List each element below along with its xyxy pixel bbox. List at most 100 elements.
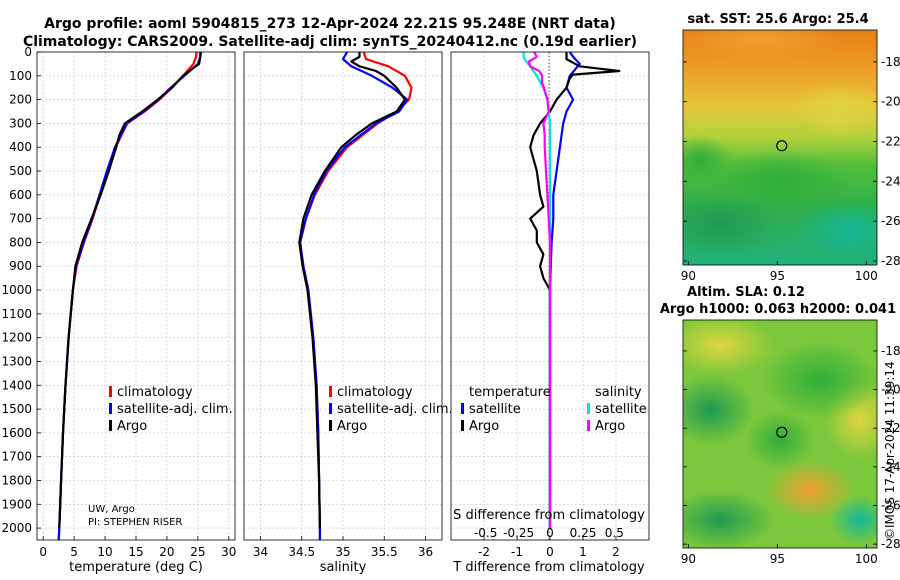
- salinity-panel: 34 34.5 35 35.5 36 salinity climatology sate…: [243, 51, 453, 575]
- x-tick-label: 34.5: [288, 545, 315, 559]
- y-tick-label: 1400: [1, 378, 32, 392]
- x-tick-label: 20: [159, 545, 174, 559]
- legend-swatch-t-satellite: [461, 403, 464, 414]
- x-tick-label: 0: [546, 545, 554, 559]
- y-tick-label: 1000: [1, 283, 32, 297]
- credit-line2: PI: STEPHEN RISER: [88, 517, 182, 528]
- legend-salinity-head: salinity: [595, 385, 642, 400]
- x-tick-label: 35: [335, 545, 350, 559]
- salinity-series-satellite-adj-clim: [299, 51, 409, 540]
- figure-title-line2: Climatology: CARS2009. Satellite-adj cli…: [23, 34, 637, 50]
- y-tick-label: 1100: [1, 307, 32, 321]
- x-tick-label: 1: [579, 545, 587, 559]
- map-y-tick-label: -28: [881, 537, 900, 551]
- imos-timestamp: ©IMOS 17-Apr-2024 11:39:14: [883, 361, 897, 540]
- y-tick-label: 1200: [1, 331, 32, 345]
- salinity-legend: climatology satellite-adj. clim. Argo: [329, 385, 453, 434]
- sla-field: [683, 320, 877, 548]
- y-tick-label: 1500: [1, 402, 32, 416]
- legend-sat-adj-label: satellite-adj. clim.: [337, 402, 453, 417]
- x-tick-label: 36: [418, 545, 433, 559]
- s-tick-label: -0.25: [503, 526, 534, 540]
- legend-swatch-sat-adj: [109, 403, 112, 414]
- y-tick-label: 1900: [1, 497, 32, 511]
- y-tick-label: 1300: [1, 354, 32, 368]
- y-tick-label: 800: [9, 235, 32, 249]
- difference-series-salinity-argo: [527, 51, 552, 529]
- x-tick-label: 25: [190, 545, 205, 559]
- credit-line1: UW, Argo: [88, 504, 135, 515]
- map-x-tick-label: 95: [770, 552, 785, 566]
- legend-temperature-head: temperature: [469, 385, 551, 400]
- map-x-tick-label: 90: [681, 269, 696, 283]
- legend-swatch-argo: [329, 420, 332, 431]
- argo-position-marker: [776, 426, 788, 438]
- y-tick-label: 500: [9, 164, 32, 178]
- y-tick-label: 900: [9, 259, 32, 273]
- y-tick-label: 600: [9, 188, 32, 202]
- x-tick-label: -2: [478, 545, 490, 559]
- map-y-tick-label: -28: [881, 254, 900, 268]
- legend-swatch-s-argo: [587, 420, 590, 431]
- y-tick-label: 700: [9, 212, 32, 226]
- y-tick-label: 0: [24, 45, 32, 59]
- map-x-tick-label: 90: [681, 552, 696, 566]
- figure-title-line1: Argo profile: aoml 5904815_273 12-Apr-20…: [44, 16, 616, 32]
- y-tick-label: 300: [9, 116, 32, 130]
- temperature-legend: climatology satellite-adj. clim. Argo: [109, 385, 233, 434]
- map-y-tick-label: -18: [881, 344, 900, 358]
- temperature-panel: 0100200300400500600700800900100011001200…: [1, 45, 236, 575]
- argo-position-marker: [776, 140, 788, 152]
- sla-map-title: Altim. SLA: 0.12: [687, 285, 805, 300]
- legend-s-satellite-label: satellite: [595, 402, 647, 417]
- temperature-series-satellite-adj-clim: [57, 51, 203, 541]
- s-tick-label: -0.5: [474, 526, 497, 540]
- salinity-series-climatology: [299, 51, 413, 540]
- legend-climatology-label: climatology: [117, 385, 193, 400]
- legend-t-argo-label: Argo: [469, 419, 499, 434]
- y-tick-label: 100: [9, 69, 32, 83]
- salinity-series-argo: [298, 52, 406, 529]
- map-y-tick-label: -24: [881, 174, 900, 188]
- legend-swatch-argo: [109, 420, 112, 431]
- y-tick-label: 2000: [1, 521, 32, 535]
- x-tick-label: 30: [221, 545, 236, 559]
- sst-map-frame: [682, 29, 878, 266]
- y-tick-label: 400: [9, 140, 32, 154]
- sla-map-subtitle: Argo h1000: 0.063 h2000: 0.041: [660, 302, 896, 317]
- x-tick-label: 34: [253, 545, 268, 559]
- legend-s-argo-label: Argo: [595, 419, 625, 434]
- y-tick-label: 1600: [1, 426, 32, 440]
- map-x-tick-label: 100: [855, 552, 878, 566]
- temperature-xlabel: temperature (deg C): [69, 560, 203, 575]
- map-x-tick-label: 95: [770, 269, 785, 283]
- x-tick-label: 5: [70, 545, 78, 559]
- map-y-tick-label: -26: [881, 498, 900, 512]
- difference-series-temperature-argo: [529, 52, 621, 529]
- map-y-tick-label: -22: [881, 421, 900, 435]
- map-y-tick-label: -20: [881, 383, 900, 397]
- legend-sat-adj-label: satellite-adj. clim.: [117, 402, 233, 417]
- sla-map-frame: [682, 319, 878, 549]
- map-x-tick-label: 100: [855, 269, 878, 283]
- salinity-xlabel: salinity: [320, 560, 367, 575]
- sla-map: Altim. SLA: 0.12 Argo h1000: 0.063 h2000…: [660, 285, 900, 566]
- legend-climatology-label: climatology: [337, 385, 413, 400]
- temperature-series-climatology: [57, 51, 198, 541]
- sst-field: [683, 30, 877, 265]
- x-tick-label: 2: [612, 545, 620, 559]
- s-tick-label: 0: [546, 526, 554, 540]
- x-tick-label: 0: [39, 545, 47, 559]
- map-y-tick-label: -24: [881, 460, 900, 474]
- s-difference-xlabel: S difference from climatology: [453, 508, 645, 523]
- sst-map-title: sat. SST: 25.6 Argo: 25.4: [687, 12, 868, 27]
- x-tick-label: 35.5: [371, 545, 398, 559]
- y-tick-label: 1800: [1, 473, 32, 487]
- map-y-tick-label: -22: [881, 135, 900, 149]
- map-y-tick-label: -20: [881, 95, 900, 109]
- y-tick-label: 1700: [1, 450, 32, 464]
- s-tick-label: 0.25: [570, 526, 597, 540]
- s-tick-label: 0.5: [605, 526, 624, 540]
- legend-argo-label: Argo: [337, 419, 367, 434]
